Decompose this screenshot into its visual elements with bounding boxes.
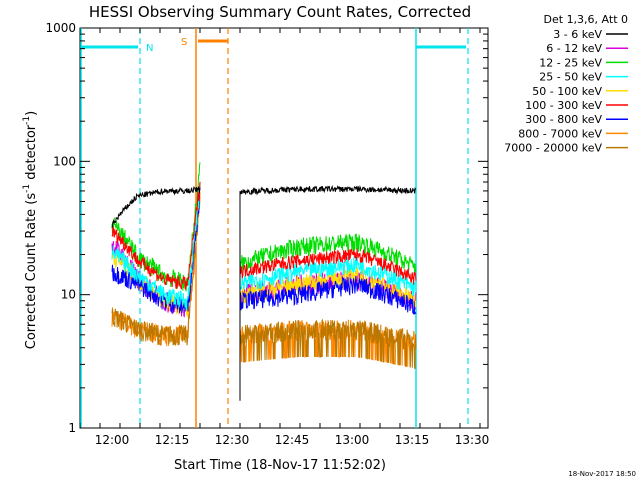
legend-entry-label: 12 - 25 keV [539, 56, 602, 69]
y-axis-label-end: ) [24, 111, 39, 116]
series-line [111, 181, 417, 290]
y-tick-label: 1000 [45, 21, 76, 35]
night-label: N [146, 43, 153, 54]
x-axis-ticks: 12:00 12:15 12:30 12:45 13:00 13:15 13:30 [79, 28, 490, 447]
x-tick-label: 12:15 [155, 433, 190, 447]
chart-title: HESSI Observing Summary Count Rates, Cor… [89, 3, 471, 21]
y-axis-ticks: 1 10 100 1000 [45, 21, 488, 435]
legend-entry-label: 800 - 7000 keV [518, 127, 602, 140]
legend-entry-label: 7000 - 20000 keV [504, 142, 602, 155]
plot-frame [79, 27, 489, 429]
legend-entry-label: 300 - 800 keV [525, 113, 602, 126]
x-tick-label: 12:00 [95, 433, 130, 447]
y-axis-label-mid: detector [24, 124, 39, 184]
legend-entry-label: 25 - 50 keV [539, 71, 602, 84]
y-tick-label: 100 [53, 154, 76, 168]
x-tick-label: 12:30 [215, 433, 250, 447]
legend-title: Det 1,3,6, Att 0 [544, 13, 628, 26]
observing-annotations: NS [80, 28, 469, 428]
y-axis-label-sup2: -1 [22, 116, 32, 125]
series-line [111, 184, 417, 401]
plot-timestamp: 18-Nov-2017 18:50 [568, 470, 636, 478]
y-axis-label-sup1: -1 [22, 184, 32, 193]
series-group [111, 162, 417, 401]
x-tick-label: 13:00 [335, 433, 370, 447]
x-tick-label: 12:45 [275, 433, 310, 447]
y-tick-label: 1 [68, 421, 76, 435]
y-axis-label: Corrected Count Rate (s-1 detector-1) [22, 111, 39, 349]
series-line [111, 192, 417, 370]
series-line [111, 184, 417, 311]
y-axis-label-main: Corrected Count Rate (s [24, 193, 39, 350]
x-tick-label: 13:30 [455, 433, 490, 447]
x-tick-label: 13:15 [395, 433, 430, 447]
x-axis-label: Start Time (18-Nov-17 11:52:02) [174, 458, 386, 473]
y-tick-label: 10 [61, 288, 76, 302]
legend-entry-label: 6 - 12 keV [546, 42, 602, 55]
saa-label: S [181, 37, 187, 48]
legend-entry-label: 3 - 6 keV [553, 28, 602, 41]
legend-entry-label: 50 - 100 keV [532, 85, 602, 98]
series-line [111, 185, 417, 315]
legend-entry-label: 100 - 300 keV [525, 99, 602, 112]
